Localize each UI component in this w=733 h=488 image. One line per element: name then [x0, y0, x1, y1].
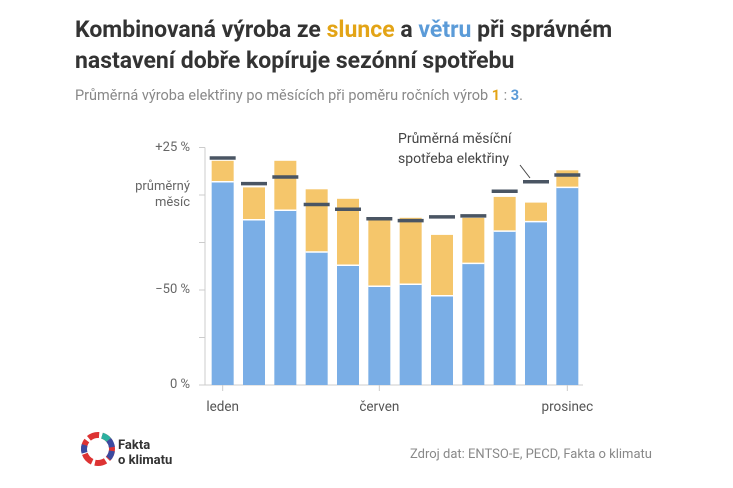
bar-segment — [556, 170, 579, 188]
title-part: slunce — [326, 16, 395, 43]
bar-segment — [525, 202, 547, 222]
bar-segment — [462, 217, 485, 264]
bar-segment — [337, 198, 359, 266]
annotation-line: spotřeba elektřiny — [398, 151, 510, 167]
y-tick-label: 0 % — [169, 377, 190, 392]
bar-segment — [243, 219, 265, 385]
subtitle-part: 3 — [510, 87, 520, 104]
bar-segment — [368, 286, 391, 385]
bar-segment — [337, 265, 359, 385]
bar-segment — [462, 263, 485, 385]
bar-segment — [274, 210, 297, 385]
subtitle-part: 1 — [491, 87, 501, 104]
annotation-line: Průměrná měsíční — [398, 131, 512, 147]
logo-mark — [81, 432, 115, 466]
bar-segment — [399, 217, 422, 285]
bar-segment — [431, 234, 453, 296]
bar-segment — [493, 231, 516, 385]
annotation-leader — [519, 164, 531, 179]
title-part: Kombinovaná výroba ze — [75, 16, 327, 43]
x-tick-label: prosinec — [541, 399, 594, 415]
subtitle-part: Průměrná výroba elektřiny po měsících př… — [75, 87, 492, 104]
title-part: a — [394, 16, 419, 43]
bar-segment — [525, 221, 547, 385]
bar-segment — [305, 252, 328, 385]
bar-segment — [274, 160, 297, 211]
subtitle-part: : — [500, 87, 511, 104]
bar-segment — [431, 295, 453, 385]
logo-line: o klimatu — [118, 453, 173, 468]
subtitle-part: . — [519, 87, 523, 104]
bar-segment — [368, 219, 391, 287]
x-tick-label: leden — [206, 399, 239, 415]
bar-segment — [243, 187, 265, 220]
title-part: větru — [418, 16, 472, 43]
y-tick-label: −50 % — [155, 282, 190, 297]
logo-text: Fakta o klimatu — [118, 438, 172, 468]
y-tick-label: průměrný měsíc — [135, 179, 190, 210]
logo-line: Fakta — [118, 438, 151, 453]
annotation: Průměrná měsíční spotřeba elektřiny — [398, 129, 511, 169]
source: Zdroj dat: ENTSO-E, PECD, Fakta o klimat… — [410, 447, 652, 462]
bar-segment — [211, 160, 234, 182]
x-tick-label: červen — [359, 399, 400, 415]
bar-segment — [399, 284, 422, 385]
bar-segment — [556, 187, 579, 385]
bar-segment — [211, 181, 234, 385]
title-part: při správném nastavení dobře kopíruje se… — [75, 16, 613, 74]
y-tick-label: +25 % — [155, 139, 190, 155]
chart-subtitle: Průměrná výroba elektřiny po měsících př… — [75, 87, 523, 104]
bar-segment — [305, 189, 328, 252]
bar-segment — [493, 196, 516, 232]
chart-title: Kombinovaná výroba ze slunce a větru při… — [75, 14, 675, 76]
